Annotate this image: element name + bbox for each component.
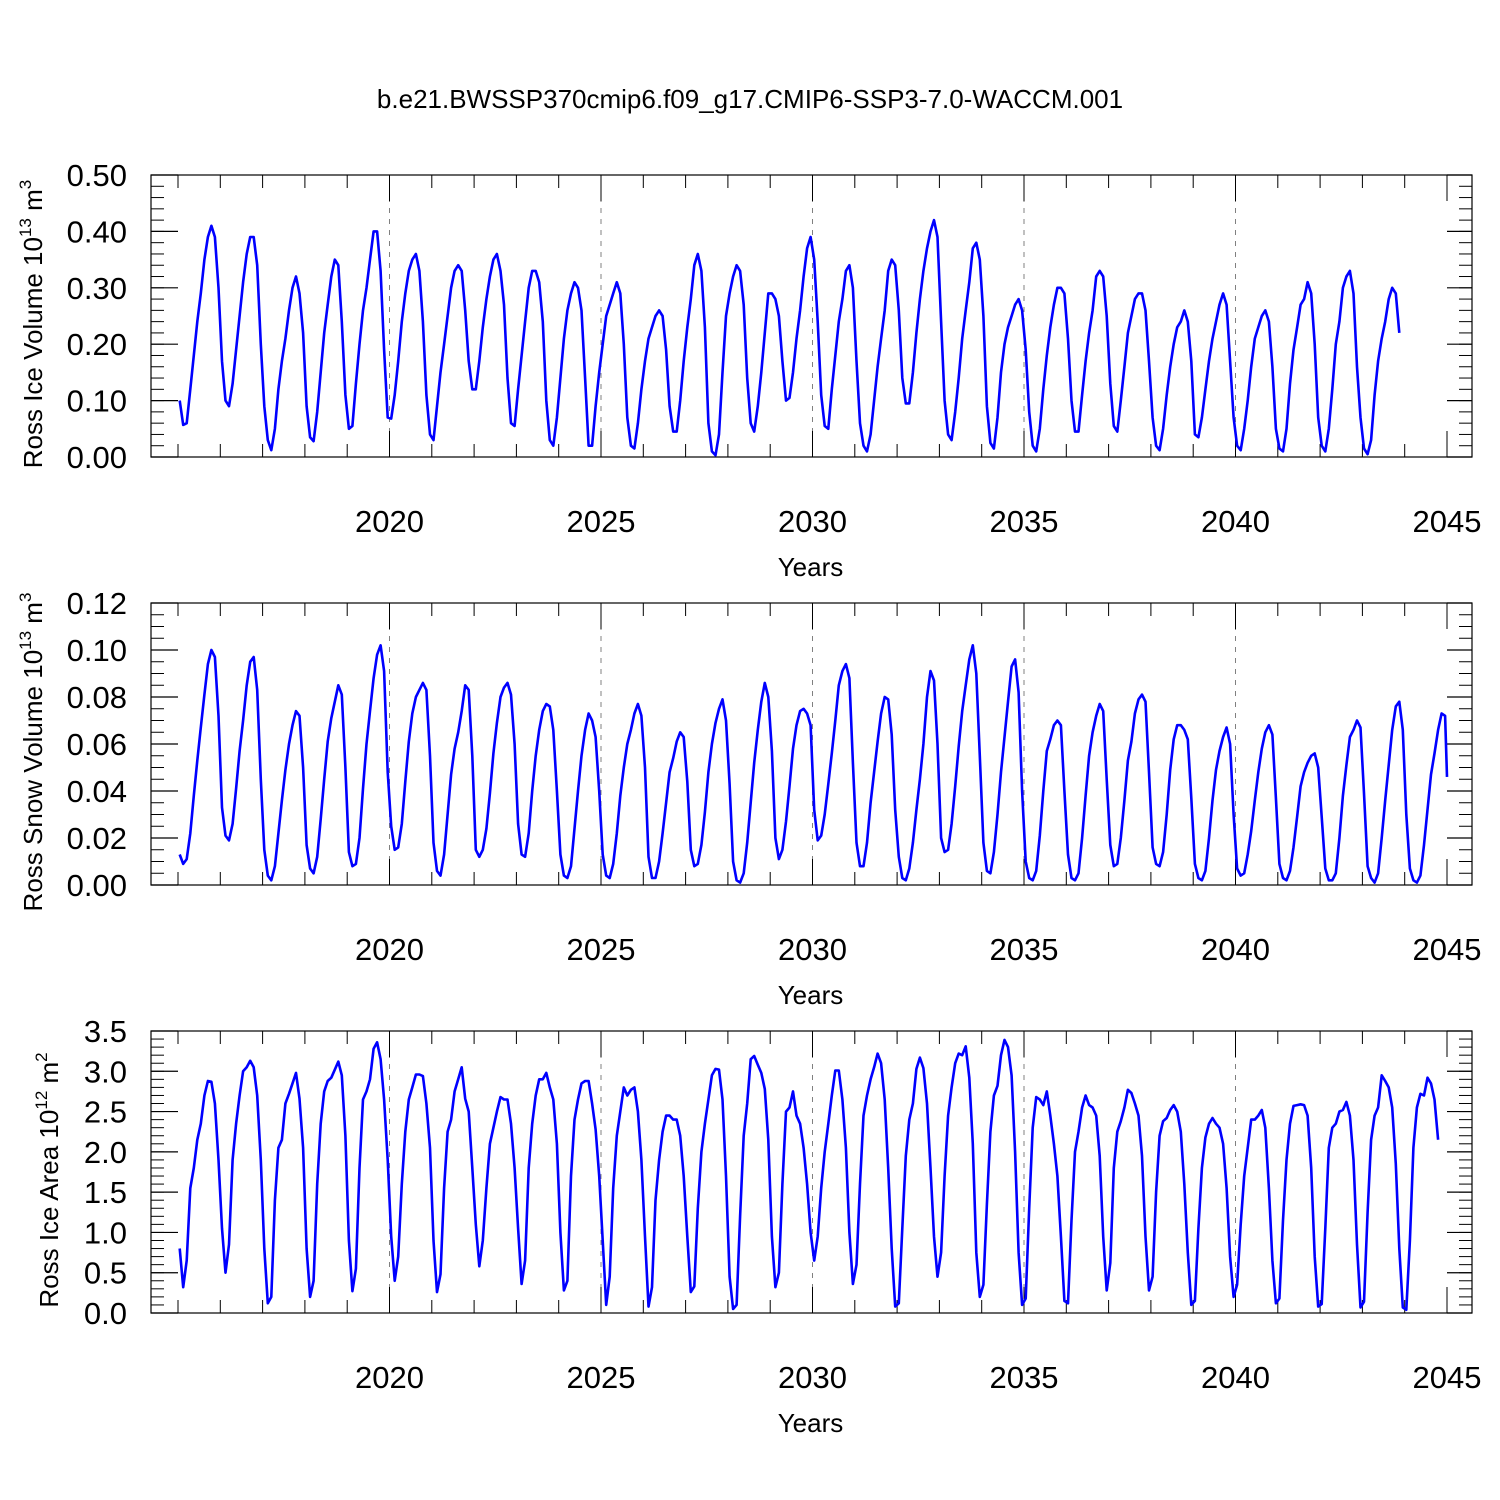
y-tick-label: 3.5	[84, 1014, 127, 1049]
y-tick-label: 0.00	[67, 868, 127, 903]
x-tick-label: 2040	[1201, 504, 1270, 539]
x-tick-label: 2025	[567, 504, 636, 539]
x-tick-label: 2045	[1413, 1360, 1482, 1395]
x-tick-label: 2045	[1413, 932, 1482, 967]
y-tick-label: 2.5	[84, 1095, 127, 1130]
plot-frame	[150, 1030, 1473, 1314]
y-tick-label: 0.08	[67, 680, 127, 715]
y-tick-label: 3.0	[84, 1054, 127, 1089]
panel-ice-area: 0.0 0.5 1.0 1.5 2.0 2.5 3.0 3.5 2020 2025 2030 2035…	[32, 1014, 1481, 1438]
y-tick-label: 0.30	[67, 271, 127, 306]
y-tick-label: 2.0	[84, 1135, 127, 1170]
y-axis-label: Ross Ice Area 1012 m2	[32, 1052, 64, 1307]
y-tick-label: 0.02	[67, 821, 127, 856]
x-tick-label: 2030	[778, 504, 847, 539]
panel-snow-volume: 0.00 0.02 0.04 0.06 0.08 0.10 0.12 2020 2025 2030…	[16, 586, 1481, 1010]
x-tick-label: 2020	[355, 932, 424, 967]
y-tick-label: 0.20	[67, 327, 127, 362]
x-axis-label: Years	[778, 1408, 844, 1438]
chart-title: b.e21.BWSSP370cmip6.f09_g17.CMIP6-SSP3-7…	[376, 84, 1124, 114]
y-tick-label: 0.40	[67, 214, 127, 249]
x-tick-label: 2035	[990, 1360, 1059, 1395]
y-tick-label: 0.50	[67, 158, 127, 193]
y-tick-label: 1.0	[84, 1215, 127, 1250]
series-line	[178, 643, 1449, 884]
panel-ice-volume: 0.00 0.10 0.20 0.30 0.40 0.50 2020 2025 2030 2035…	[16, 158, 1481, 582]
x-tick-label: 2035	[990, 932, 1059, 967]
x-tick-label: 2035	[990, 504, 1059, 539]
x-tick-label: 2030	[778, 932, 847, 967]
x-tick-label: 2020	[355, 1360, 424, 1395]
x-tick-label: 2045	[1413, 504, 1482, 539]
y-axis-label: Ross Ice Volume 1013 m3	[16, 180, 48, 469]
y-tick-label: 0.04	[67, 774, 127, 809]
x-axis-label: Years	[778, 552, 844, 582]
x-tick-label: 2040	[1201, 1360, 1270, 1395]
x-axis-label: Years	[778, 980, 844, 1010]
y-tick-label: 0.5	[84, 1256, 127, 1291]
x-tick-label: 2040	[1201, 932, 1270, 967]
y-tick-label: 0.10	[67, 633, 127, 668]
y-axis-label: Ross Snow Volume 1013 m3	[16, 593, 48, 912]
x-tick-label: 2030	[778, 1360, 847, 1395]
x-tick-label: 2025	[567, 1360, 636, 1395]
y-tick-label: 0.00	[67, 440, 127, 475]
y-tick-label: 0.0	[84, 1296, 127, 1331]
y-tick-label: 0.12	[67, 586, 127, 621]
x-tick-label: 2025	[567, 932, 636, 967]
series-line	[178, 1038, 1440, 1312]
y-tick-label: 0.10	[67, 384, 127, 419]
y-tick-label: 0.06	[67, 727, 127, 762]
plot-frame	[150, 174, 1473, 458]
y-tick-label: 1.5	[84, 1175, 127, 1210]
series-line	[178, 218, 1401, 457]
x-tick-label: 2020	[355, 504, 424, 539]
